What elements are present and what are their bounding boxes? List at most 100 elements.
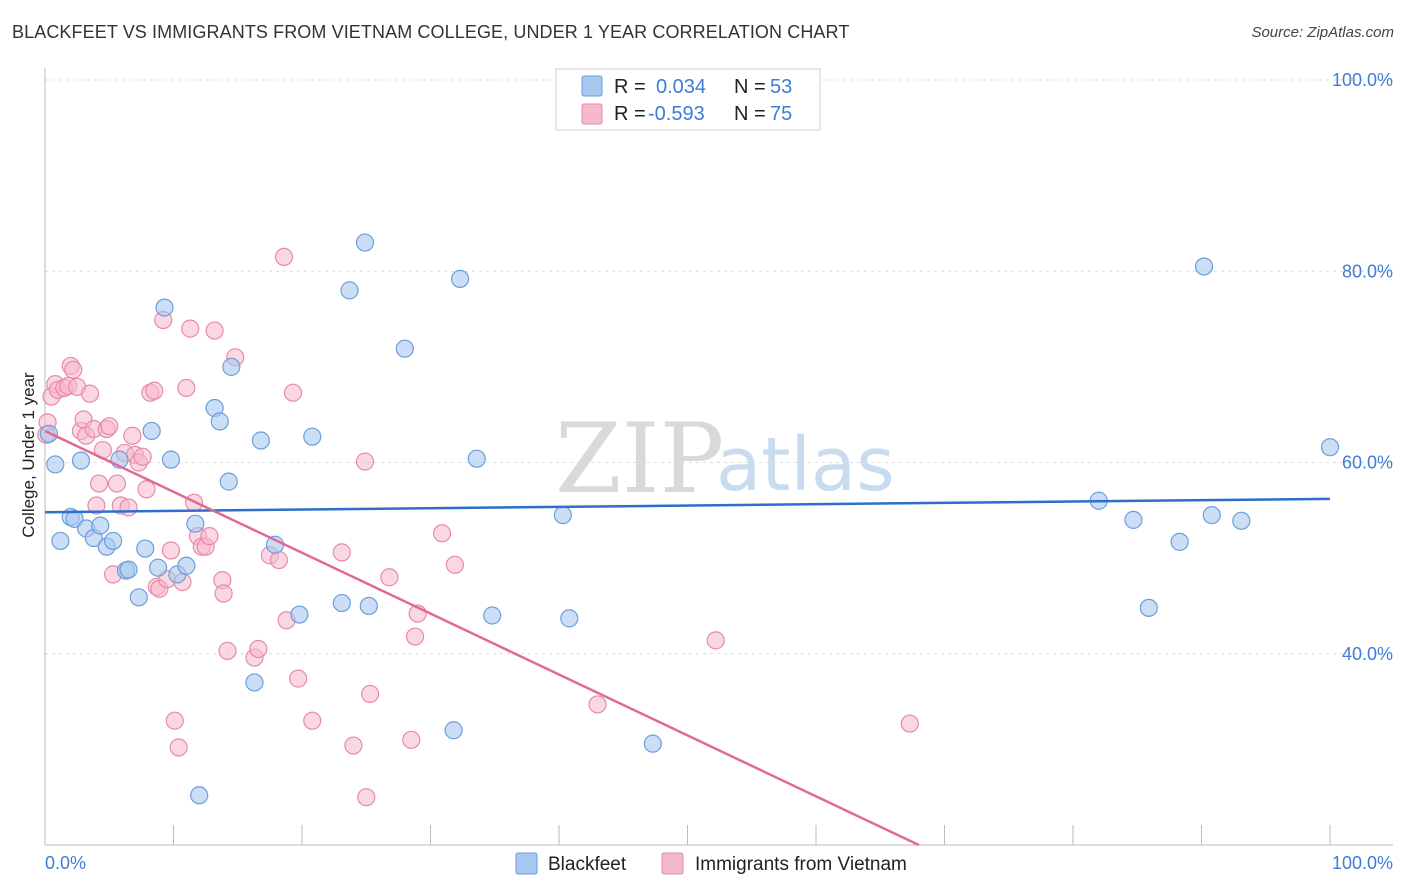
data-point-blackfeet	[142, 421, 161, 441]
y-tick-label: 100.0%	[1332, 70, 1393, 90]
data-point-blackfeet	[359, 596, 378, 616]
data-point-vietnam	[283, 383, 303, 402]
data-point-blackfeet	[190, 786, 209, 805]
data-point-blackfeet	[450, 269, 470, 288]
watermark-zip: ZIP	[555, 403, 724, 515]
data-point-blackfeet	[46, 455, 65, 474]
legend-r-label-1: R =	[614, 76, 646, 98]
data-point-vietnam	[169, 738, 188, 757]
data-point-vietnam	[133, 447, 152, 466]
legend-n-value-1: 53	[770, 76, 792, 98]
data-point-blackfeet	[1170, 532, 1189, 551]
legend-n-label-1: N =	[734, 76, 766, 98]
data-point-vietnam	[123, 426, 142, 445]
data-point-vietnam	[355, 452, 375, 471]
data-point-blackfeet	[1202, 505, 1221, 525]
data-point-vietnam	[402, 730, 421, 749]
data-point-blackfeet	[186, 514, 205, 533]
data-point-vietnam	[303, 711, 322, 730]
data-point-vietnam	[445, 555, 465, 574]
data-point-blackfeet	[161, 450, 181, 469]
data-point-blackfeet	[210, 412, 229, 431]
grid	[45, 79, 1393, 655]
legend-n-value-2: 75	[770, 103, 792, 125]
data-point-blackfeet	[104, 531, 123, 551]
data-point-blackfeet	[222, 357, 241, 376]
data-point-vietnam	[107, 474, 127, 493]
y-tick-label: 60.0%	[1342, 453, 1393, 473]
data-point-vietnam	[64, 360, 83, 379]
data-point-vietnam	[357, 788, 376, 807]
data-point-vietnam	[80, 384, 100, 403]
data-point-blackfeet	[553, 505, 572, 525]
data-point-blackfeet	[467, 449, 486, 468]
x-tick-label: 100.0%	[1332, 853, 1393, 873]
legend-n-label-2: N =	[734, 103, 766, 125]
data-point-blackfeet	[1139, 598, 1158, 617]
source-label: Source: ZipAtlas.com	[1251, 24, 1394, 41]
data-point-vietnam	[706, 631, 725, 650]
data-point-blackfeet	[155, 298, 174, 317]
data-point-vietnam	[214, 584, 233, 603]
data-point-vietnam	[119, 498, 138, 517]
data-point-vietnam	[432, 524, 452, 543]
trend-line-blackfeet	[44, 497, 1331, 514]
trend-line-vietnam	[44, 429, 920, 847]
data-point-vietnam	[332, 543, 351, 562]
data-point-blackfeet	[483, 606, 502, 625]
data-point-blackfeet	[303, 427, 322, 446]
chart-title: BLACKFEET VS IMMIGRANTS FROM VIETNAM COL…	[12, 22, 850, 42]
data-point-blackfeet	[119, 560, 138, 579]
data-point-blackfeet	[129, 588, 148, 607]
data-point-vietnam	[344, 736, 363, 755]
data-point-vietnam	[588, 695, 607, 714]
trend-lines	[44, 429, 1331, 847]
data-point-vietnam	[165, 711, 184, 730]
axes	[44, 68, 1393, 846]
data-point-blackfeet	[148, 558, 168, 577]
bottom-legend-blackfeet: Blackfeet	[548, 854, 627, 875]
data-point-blackfeet	[395, 339, 414, 358]
tick-labels: 40.0% 60.0% 80.0% 100.0% 0.0% 100.0%	[45, 70, 1393, 873]
data-point-vietnam	[218, 641, 237, 660]
legend-swatch-vietnam	[581, 103, 603, 125]
legend-r-label-2: R =	[614, 103, 646, 125]
data-point-blackfeet	[1194, 257, 1214, 276]
data-point-vietnam	[900, 714, 919, 733]
data-point-blackfeet	[136, 539, 155, 558]
bottom-legend-vietnam: Immigrants from Vietnam	[695, 854, 907, 875]
series-blackfeet-points	[39, 233, 1340, 805]
data-point-vietnam	[205, 321, 224, 340]
data-point-blackfeet	[340, 281, 359, 300]
data-point-blackfeet	[290, 605, 309, 624]
data-point-vietnam	[274, 247, 294, 267]
data-point-blackfeet	[332, 593, 351, 613]
data-point-blackfeet	[355, 233, 375, 252]
data-point-vietnam	[380, 568, 399, 587]
data-point-blackfeet	[71, 451, 91, 470]
data-point-blackfeet	[1232, 511, 1251, 530]
y-axis-label: College, Under 1 year	[19, 372, 38, 538]
data-point-vietnam	[289, 669, 308, 688]
data-point-vietnam	[361, 684, 380, 704]
data-point-vietnam	[145, 381, 164, 400]
data-point-vietnam	[137, 480, 156, 499]
data-point-vietnam	[100, 417, 119, 436]
data-point-blackfeet	[91, 516, 110, 535]
data-point-vietnam	[249, 639, 268, 659]
legend-top: R = 0.034 N = 53 R = -0.593 N = 75	[555, 68, 821, 131]
data-point-vietnam	[161, 541, 181, 560]
data-point-vietnam	[89, 474, 109, 493]
data-point-blackfeet	[560, 609, 579, 628]
legend-r-value-2: -0.593	[648, 103, 705, 125]
data-point-blackfeet	[177, 556, 196, 575]
watermark-atlas: atlas	[716, 422, 895, 508]
data-point-blackfeet	[643, 734, 662, 753]
legend-swatch-blackfeet	[581, 75, 603, 97]
data-point-blackfeet	[51, 531, 70, 551]
y-tick-label: 40.0%	[1342, 644, 1393, 664]
bottom-legend-swatch-blackfeet	[515, 852, 538, 875]
data-point-blackfeet	[251, 431, 270, 450]
legend-bottom: Blackfeet Immigrants from Vietnam	[515, 852, 907, 875]
data-point-vietnam	[200, 527, 219, 546]
